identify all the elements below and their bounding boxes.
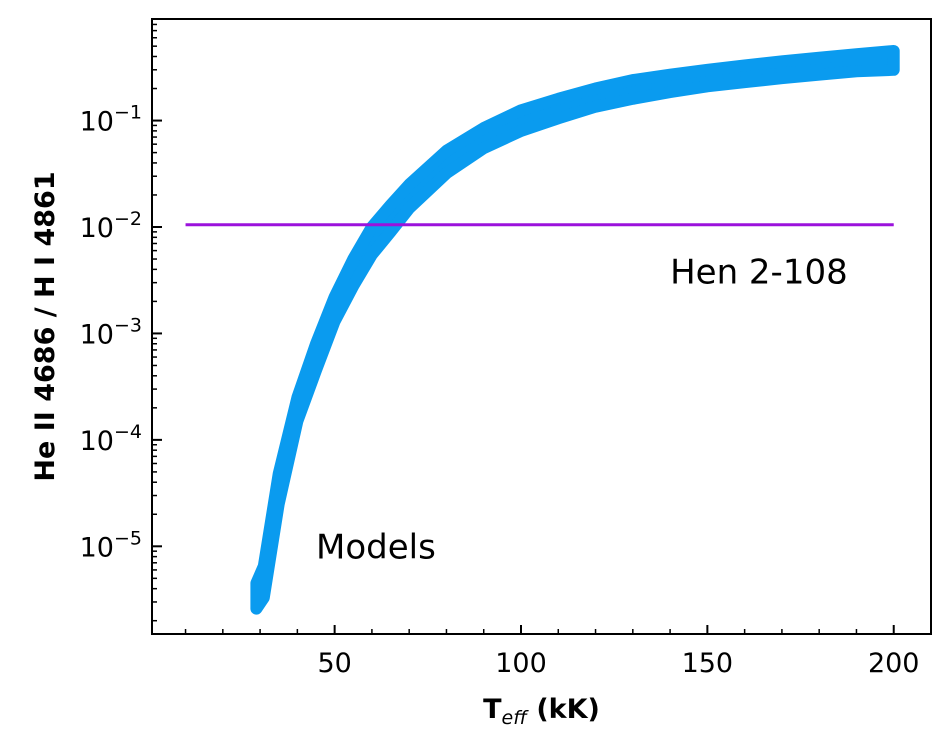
- x-tick-label: 150: [682, 648, 734, 679]
- y-tick-base: 10: [80, 107, 114, 138]
- y-tick-label: 10−4: [80, 421, 142, 457]
- x-axis-title-unit: (kK): [527, 694, 600, 725]
- x-tick-label: 100: [495, 648, 547, 679]
- plot-content: Hen 2-108 Models: [185, 45, 900, 615]
- y-tick-exponent: −5: [114, 527, 142, 549]
- y-tick-base: 10: [80, 213, 114, 244]
- y-tick-label: 10−3: [80, 314, 142, 350]
- y-tick-exponent: −3: [114, 314, 142, 336]
- y-tick-base: 10: [80, 319, 114, 350]
- y-tick-label: 10−1: [80, 102, 142, 138]
- annotation-models: Models: [316, 527, 436, 567]
- y-tick-label: 10−5: [80, 527, 142, 563]
- y-tick-exponent: −2: [114, 208, 142, 230]
- x-axis-title: Teff (kK): [483, 694, 600, 729]
- y-tick-base: 10: [80, 426, 114, 457]
- y-axis-title: He II 4686 / H I 4861: [30, 171, 61, 481]
- axis-ticks: [152, 18, 895, 634]
- models-band: [250, 45, 900, 615]
- x-tick-label: 50: [317, 648, 351, 679]
- x-axis-title-symbol: T: [483, 694, 502, 725]
- annotation-hen-2-108: Hen 2-108: [670, 253, 848, 293]
- y-tick-base: 10: [80, 532, 114, 563]
- x-axis-title-subscript: eff: [502, 707, 530, 729]
- plot-frame: [151, 18, 932, 635]
- y-tick-exponent: −1: [114, 102, 142, 124]
- y-tick-exponent: −4: [114, 421, 142, 443]
- x-tick-label: 200: [868, 648, 920, 679]
- y-tick-label: 10−2: [80, 208, 142, 244]
